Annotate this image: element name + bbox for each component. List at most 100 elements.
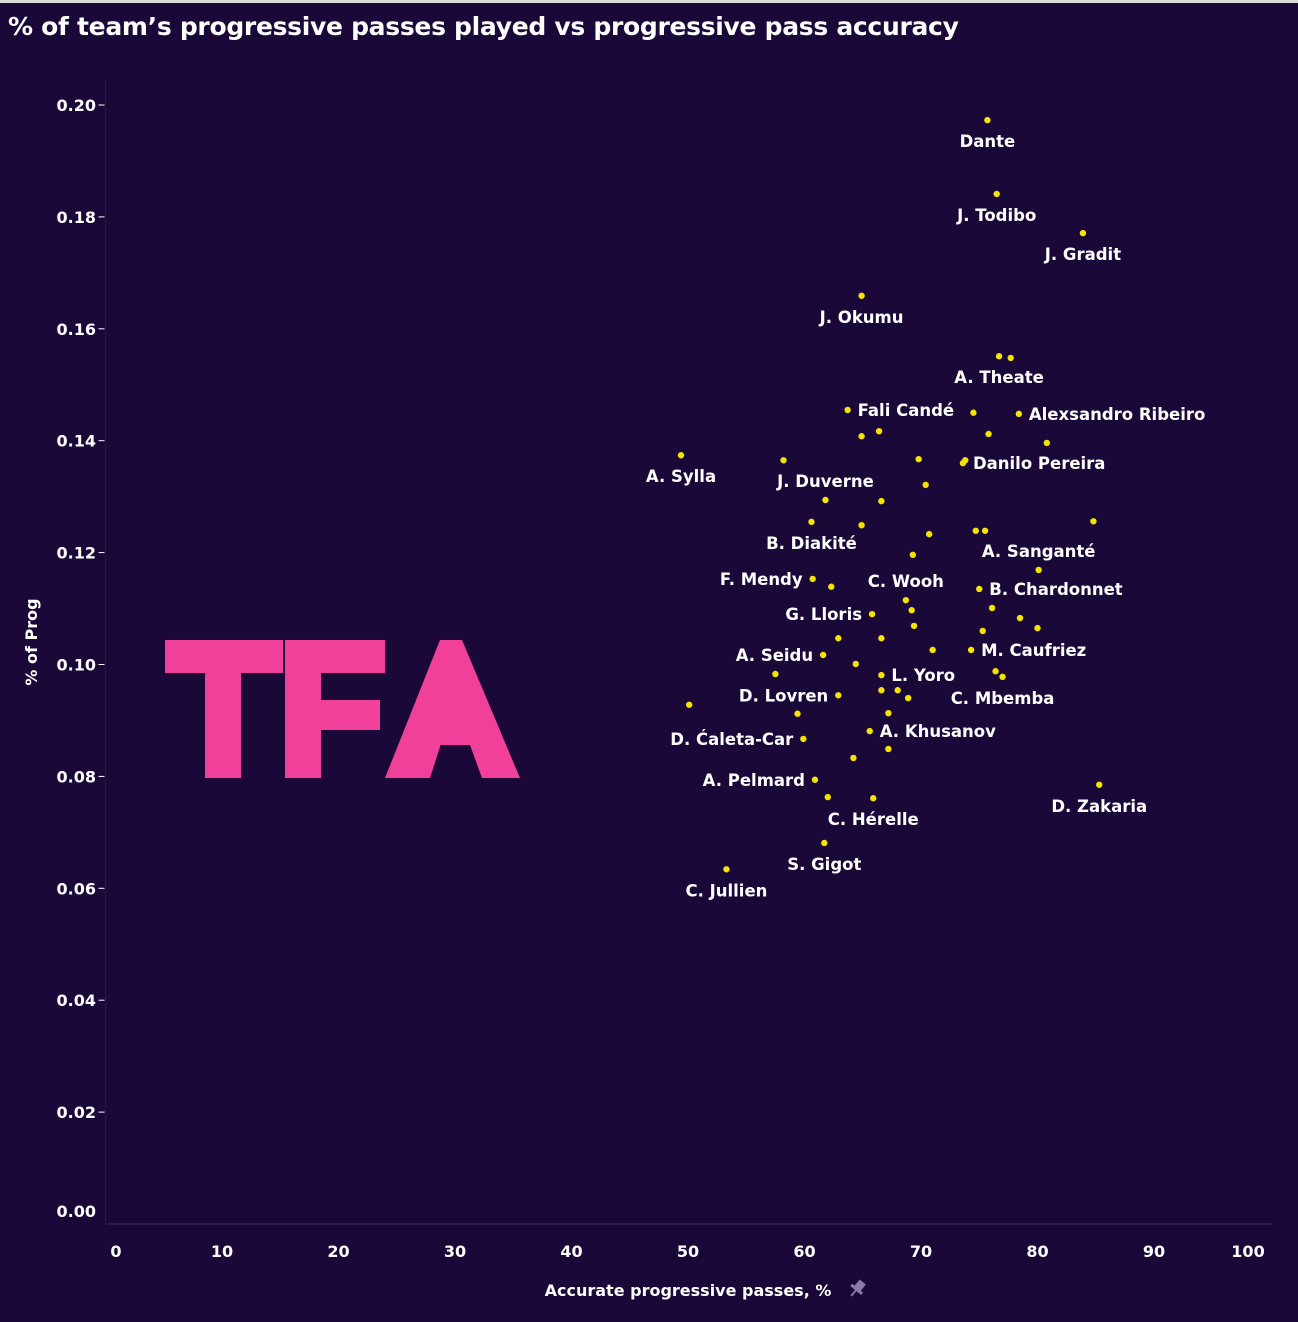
data-point — [824, 793, 831, 801]
data-point — [866, 727, 873, 735]
data-point — [972, 527, 979, 534]
data-point-label: Fali Candé — [858, 401, 955, 420]
data-point-label: B. Diakité — [766, 534, 857, 553]
data-point — [904, 694, 912, 702]
data-point — [794, 710, 801, 717]
y-tick-label: 0.14 — [57, 432, 96, 451]
data-point — [885, 745, 892, 753]
tfa-logo — [165, 640, 520, 778]
data-point — [1015, 410, 1023, 418]
data-point — [885, 709, 892, 717]
data-point-label: D. Zakaria — [1051, 797, 1147, 816]
y-tick-label: 0.18 — [57, 208, 96, 227]
data-point — [780, 457, 787, 464]
data-point-label: C. Wooh — [868, 572, 944, 591]
data-point — [1007, 354, 1014, 362]
data-point — [915, 455, 922, 463]
data-point-label: A. Khusanov — [880, 722, 996, 741]
data-point-label: J. Duverne — [776, 472, 874, 491]
data-point — [999, 673, 1006, 681]
chart-title: % of team’s progressive passes played vs… — [8, 12, 959, 41]
data-point — [685, 701, 693, 708]
data-point — [858, 433, 865, 440]
data-point — [808, 518, 815, 526]
data-point — [772, 670, 779, 678]
x-tick-label: 90 — [1143, 1242, 1165, 1261]
data-point — [835, 635, 842, 642]
data-point-label: Alexsandro Ribeiro — [1029, 405, 1205, 424]
data-point-label: A. Sylla — [646, 467, 716, 486]
y-tick-label: 0.16 — [57, 320, 96, 339]
data-point — [894, 687, 901, 694]
data-point-label: S. Gigot — [787, 855, 861, 874]
data-point — [1096, 781, 1103, 788]
data-point-label: Danilo Pereira — [973, 454, 1106, 473]
data-point — [970, 409, 977, 416]
data-point-label: D. Lovren — [739, 686, 828, 705]
data-point — [908, 607, 915, 614]
pin-icon[interactable] — [846, 1278, 868, 1301]
data-point-label: C. Mbemba — [951, 689, 1055, 708]
data-point — [809, 575, 816, 583]
data-point — [1090, 518, 1097, 525]
data-point — [800, 735, 807, 743]
data-point-label: A. Seidu — [736, 646, 813, 665]
x-axis-label: Accurate progressive passes, % — [545, 1281, 832, 1300]
data-point — [976, 585, 983, 593]
data-point — [850, 754, 857, 762]
y-tick-label: 0.02 — [57, 1103, 96, 1122]
data-point — [723, 866, 730, 873]
data-point-label: F. Mendy — [720, 570, 803, 589]
y-tick-label: 0.10 — [57, 656, 96, 675]
data-point — [858, 292, 865, 299]
y-axis-label: % of Prog — [22, 598, 41, 685]
x-tick-label: 50 — [677, 1242, 699, 1261]
data-point — [984, 116, 991, 124]
x-tick-label: 40 — [560, 1242, 582, 1261]
data-point-label: L. Yoro — [891, 666, 955, 685]
x-tick-label: 100 — [1231, 1242, 1264, 1261]
x-tick-label: 20 — [327, 1242, 349, 1261]
data-point — [835, 692, 842, 699]
data-point — [821, 839, 828, 847]
y-tick-label: 0.08 — [57, 767, 96, 786]
data-point — [967, 646, 975, 654]
data-point — [878, 497, 885, 505]
data-point — [875, 427, 883, 435]
data-point-label: J. Gradit — [1044, 245, 1121, 264]
data-point — [858, 521, 865, 529]
data-point — [979, 627, 986, 635]
data-point — [870, 795, 877, 802]
data-point-label: G. Lloris — [785, 605, 862, 624]
y-tick-label: 0.06 — [57, 879, 96, 898]
x-tick-label: 60 — [793, 1242, 815, 1261]
x-tick-label: 0 — [110, 1242, 121, 1261]
y-tick-label: 0.04 — [57, 991, 96, 1010]
data-point — [1034, 624, 1041, 632]
data-point — [878, 671, 885, 679]
data-point — [828, 583, 835, 590]
data-point — [1016, 614, 1024, 622]
y-tick-label: 0.12 — [57, 544, 96, 563]
data-point — [988, 604, 996, 612]
data-point — [993, 190, 1000, 198]
x-tick-label: 30 — [444, 1242, 466, 1261]
data-point — [844, 406, 851, 414]
data-point-label: Dante — [960, 132, 1016, 151]
data-point-label: J. Todibo — [956, 206, 1036, 225]
data-point — [677, 452, 685, 459]
data-point — [878, 687, 885, 694]
data-point — [852, 660, 859, 668]
data-point-label: C. Hérelle — [828, 810, 919, 829]
data-point-label: J. Okumu — [819, 308, 904, 327]
data-point-label: A. Theate — [954, 368, 1044, 387]
data-point — [929, 646, 936, 654]
x-tick-label: 70 — [910, 1242, 932, 1261]
data-point — [902, 596, 910, 604]
data-point — [910, 622, 918, 630]
x-tick-label: 80 — [1026, 1242, 1048, 1261]
y-tick-label: 0.20 — [57, 96, 96, 115]
data-point — [1043, 439, 1051, 447]
data-point — [959, 459, 967, 467]
